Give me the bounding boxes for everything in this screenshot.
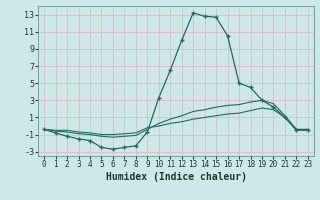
X-axis label: Humidex (Indice chaleur): Humidex (Indice chaleur) <box>106 172 246 182</box>
